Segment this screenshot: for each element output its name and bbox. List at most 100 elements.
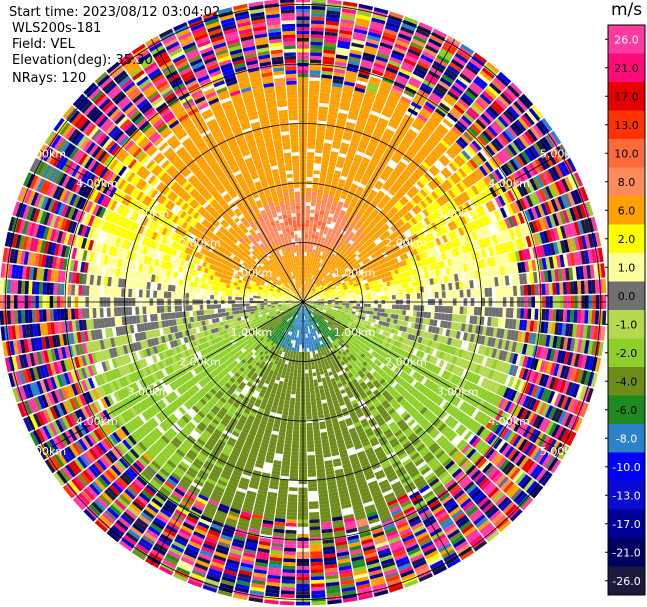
ray-gate: [376, 193, 384, 200]
ray-gate: [428, 95, 440, 105]
ray-gate: [284, 440, 292, 445]
ray-gate: [527, 284, 532, 296]
ray-gate: [389, 209, 396, 216]
ray-gate: [338, 213, 345, 219]
ray-gate: [344, 199, 351, 206]
ray-gate: [340, 172, 348, 178]
ray-gate: [338, 224, 344, 230]
ray-gate: [438, 305, 443, 313]
ray-gate: [296, 387, 301, 392]
ray-gate: [361, 176, 370, 183]
ray-gate: [305, 297, 309, 300]
ray-gate: [383, 286, 388, 292]
ray-gate: [460, 43, 475, 55]
ray-gate: [309, 515, 320, 520]
ray-gate: [313, 170, 320, 175]
ray-gate: [376, 249, 382, 256]
ray-gate: [486, 85, 500, 97]
ray-gate: [364, 45, 378, 52]
ray-gate: [323, 45, 336, 51]
ray-gate: [303, 273, 306, 278]
ray-gate: [293, 376, 297, 381]
ray-gate: [361, 133, 371, 141]
ray-gate: [346, 208, 353, 214]
ray-gate: [316, 265, 320, 270]
ray-gate: [283, 551, 296, 556]
ray-gate: [402, 155, 412, 163]
ray-gate: [370, 307, 375, 312]
ray-gate: [399, 174, 407, 183]
ray-gate: [327, 259, 332, 264]
ray-gate: [285, 436, 292, 441]
ray-gate: [303, 326, 306, 331]
ray-gate: [313, 268, 317, 273]
ray-gate: [310, 291, 313, 295]
ray-gate: [284, 544, 296, 549]
ray-gate: [362, 55, 375, 63]
ray-gate: [309, 533, 321, 538]
ray-gate: [305, 262, 308, 267]
ray-gate: [337, 258, 343, 264]
ray-gate: [357, 147, 366, 154]
ray-gate: [321, 74, 333, 79]
ray-gate: [341, 15, 355, 21]
ray-gate: [446, 112, 458, 123]
ray-gate: [298, 351, 302, 356]
ray-gate: [473, 52, 488, 64]
ray-gate: [336, 119, 346, 125]
ray-gate: [396, 201, 404, 209]
ray-gate: [463, 289, 468, 298]
ray-gate: [334, 297, 339, 300]
ray-gate: [310, 34, 324, 39]
ray-gate: [420, 292, 425, 299]
ray-gate: [282, 572, 296, 577]
ray-gate: [311, 365, 316, 370]
ray-gate: [353, 28, 368, 35]
ray-gate: [303, 295, 305, 299]
ray-gate: [292, 440, 299, 445]
ray-gate: [456, 182, 465, 193]
ray-gate: [308, 289, 312, 294]
ray-gate: [376, 180, 384, 188]
ray-gate: [377, 308, 382, 312]
ray-gate: [329, 158, 337, 164]
ray-gate: [594, 310, 600, 325]
ray-gate: [340, 98, 351, 104]
ray-gate: [314, 213, 319, 218]
ray-gate: [372, 103, 384, 111]
ray-gate: [447, 177, 456, 187]
ray-gate: [323, 42, 337, 48]
ray-gate: [329, 256, 334, 261]
ray-gate: [307, 248, 310, 253]
ray-gate: [321, 237, 326, 242]
ray-gate: [353, 131, 363, 137]
ray-gate: [320, 286, 324, 290]
ray-gate: [434, 305, 439, 313]
ray-gate: [309, 540, 322, 545]
ray-gate: [326, 175, 333, 181]
ray-gate: [297, 344, 300, 349]
ray-gate: [354, 245, 360, 251]
ray-gate: [356, 170, 365, 177]
ray-gate: [339, 105, 350, 111]
ray-gate: [369, 314, 374, 319]
ray-gate: [309, 80, 320, 85]
ray-gate: [379, 174, 388, 182]
ray-gate: [286, 515, 297, 520]
ray-gate: [389, 91, 401, 99]
ray-gate: [482, 130, 493, 142]
ray-gate: [532, 142, 544, 156]
ray-gate: [320, 276, 324, 281]
ray-gate: [452, 306, 457, 314]
ray-gate: [351, 42, 364, 49]
ray-gate: [420, 54, 434, 64]
ray-gate: [334, 306, 339, 309]
ray-gate: [364, 150, 374, 157]
ray-gate: [311, 287, 314, 291]
ray-gate: [347, 151, 355, 158]
ray-gate: [468, 84, 481, 96]
ray-gate: [388, 308, 392, 314]
ray-gate: [304, 295, 306, 299]
ray-gate: [329, 209, 335, 215]
ray-gate: [304, 291, 306, 296]
